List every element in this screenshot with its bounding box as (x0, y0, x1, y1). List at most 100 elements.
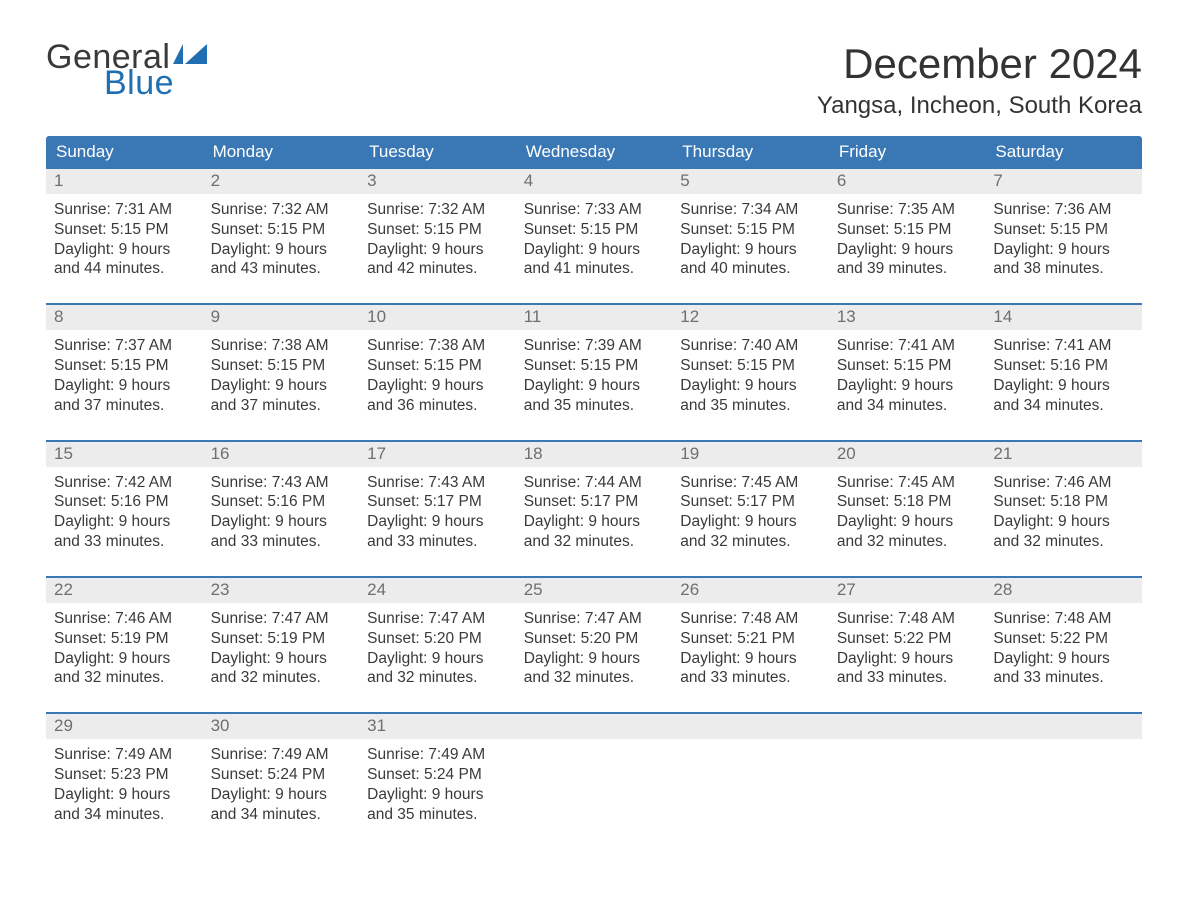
day-number: 1 (46, 169, 203, 194)
sunset-line: Sunset: 5:19 PM (54, 629, 195, 649)
sunset-line: Sunset: 5:20 PM (524, 629, 665, 649)
day-cell: Sunrise: 7:49 AMSunset: 5:23 PMDaylight:… (46, 739, 203, 830)
daylight-line: Daylight: 9 hours and 39 minutes. (837, 240, 978, 280)
day-cell: Sunrise: 7:46 AMSunset: 5:18 PMDaylight:… (985, 467, 1142, 558)
daylight-line: Daylight: 9 hours and 32 minutes. (837, 512, 978, 552)
daylight-line: Daylight: 9 hours and 34 minutes. (837, 376, 978, 416)
sunrise-line: Sunrise: 7:34 AM (680, 200, 821, 220)
day-cell (829, 739, 986, 830)
location-subtitle: Yangsa, Incheon, South Korea (817, 92, 1142, 120)
sunset-line: Sunset: 5:15 PM (367, 356, 508, 376)
daylight-line: Daylight: 9 hours and 34 minutes. (993, 376, 1134, 416)
week-row: 293031Sunrise: 7:49 AMSunset: 5:23 PMDay… (46, 712, 1142, 830)
day-number-row: 891011121314 (46, 305, 1142, 330)
day-number-row: 15161718192021 (46, 442, 1142, 467)
day-cell: Sunrise: 7:38 AMSunset: 5:15 PMDaylight:… (203, 330, 360, 421)
day-number: 20 (829, 442, 986, 467)
sunrise-line: Sunrise: 7:32 AM (367, 200, 508, 220)
daylight-line: Daylight: 9 hours and 38 minutes. (993, 240, 1134, 280)
sunrise-line: Sunrise: 7:40 AM (680, 336, 821, 356)
sunrise-line: Sunrise: 7:43 AM (211, 473, 352, 493)
sunset-line: Sunset: 5:15 PM (993, 220, 1134, 240)
sunrise-line: Sunrise: 7:37 AM (54, 336, 195, 356)
daylight-line: Daylight: 9 hours and 32 minutes. (680, 512, 821, 552)
sunrise-line: Sunrise: 7:31 AM (54, 200, 195, 220)
daylight-line: Daylight: 9 hours and 33 minutes. (993, 649, 1134, 689)
day-cell (516, 739, 673, 830)
day-number: 17 (359, 442, 516, 467)
sunrise-line: Sunrise: 7:38 AM (367, 336, 508, 356)
sunrise-line: Sunrise: 7:33 AM (524, 200, 665, 220)
day-number: 8 (46, 305, 203, 330)
daylight-line: Daylight: 9 hours and 42 minutes. (367, 240, 508, 280)
flag-icon (173, 44, 207, 68)
week-row: 22232425262728Sunrise: 7:46 AMSunset: 5:… (46, 576, 1142, 694)
day-cell: Sunrise: 7:49 AMSunset: 5:24 PMDaylight:… (359, 739, 516, 830)
sunrise-line: Sunrise: 7:47 AM (367, 609, 508, 629)
daylight-line: Daylight: 9 hours and 34 minutes. (211, 785, 352, 825)
daylight-line: Daylight: 9 hours and 44 minutes. (54, 240, 195, 280)
brand-word-2: Blue (104, 66, 207, 100)
day-cell: Sunrise: 7:48 AMSunset: 5:21 PMDaylight:… (672, 603, 829, 694)
daylight-line: Daylight: 9 hours and 36 minutes. (367, 376, 508, 416)
day-cell: Sunrise: 7:33 AMSunset: 5:15 PMDaylight:… (516, 194, 673, 285)
daylight-line: Daylight: 9 hours and 35 minutes. (367, 785, 508, 825)
daylight-line: Daylight: 9 hours and 32 minutes. (367, 649, 508, 689)
weekday-header: Sunday (46, 136, 203, 169)
sunset-line: Sunset: 5:16 PM (993, 356, 1134, 376)
weekday-header: Thursday (672, 136, 829, 169)
sunset-line: Sunset: 5:23 PM (54, 765, 195, 785)
day-number: 24 (359, 578, 516, 603)
day-number: 15 (46, 442, 203, 467)
day-number: 28 (985, 578, 1142, 603)
sunset-line: Sunset: 5:20 PM (367, 629, 508, 649)
brand-logo: General Blue (46, 40, 207, 100)
daylight-line: Daylight: 9 hours and 37 minutes. (211, 376, 352, 416)
daylight-line: Daylight: 9 hours and 33 minutes. (367, 512, 508, 552)
sunrise-line: Sunrise: 7:47 AM (524, 609, 665, 629)
day-number: 26 (672, 578, 829, 603)
weekday-header: Monday (203, 136, 360, 169)
daylight-line: Daylight: 9 hours and 35 minutes. (680, 376, 821, 416)
page-header: General Blue December 2024 Yangsa, Inche… (46, 40, 1142, 130)
day-cell: Sunrise: 7:39 AMSunset: 5:15 PMDaylight:… (516, 330, 673, 421)
sunrise-line: Sunrise: 7:35 AM (837, 200, 978, 220)
day-cell: Sunrise: 7:38 AMSunset: 5:15 PMDaylight:… (359, 330, 516, 421)
day-cell: Sunrise: 7:41 AMSunset: 5:16 PMDaylight:… (985, 330, 1142, 421)
daylight-line: Daylight: 9 hours and 37 minutes. (54, 376, 195, 416)
day-number: 22 (46, 578, 203, 603)
sunset-line: Sunset: 5:22 PM (993, 629, 1134, 649)
sunrise-line: Sunrise: 7:48 AM (993, 609, 1134, 629)
day-cell (672, 739, 829, 830)
day-number: 6 (829, 169, 986, 194)
sunset-line: Sunset: 5:15 PM (367, 220, 508, 240)
calendar: SundayMondayTuesdayWednesdayThursdayFrid… (46, 136, 1142, 831)
day-cell: Sunrise: 7:41 AMSunset: 5:15 PMDaylight:… (829, 330, 986, 421)
day-cell: Sunrise: 7:34 AMSunset: 5:15 PMDaylight:… (672, 194, 829, 285)
day-number: 4 (516, 169, 673, 194)
day-number: 19 (672, 442, 829, 467)
day-cell: Sunrise: 7:47 AMSunset: 5:20 PMDaylight:… (516, 603, 673, 694)
daylight-line: Daylight: 9 hours and 32 minutes. (524, 512, 665, 552)
day-number (672, 714, 829, 739)
daylight-line: Daylight: 9 hours and 41 minutes. (524, 240, 665, 280)
week-row: 15161718192021Sunrise: 7:42 AMSunset: 5:… (46, 440, 1142, 558)
day-number: 2 (203, 169, 360, 194)
day-cell: Sunrise: 7:47 AMSunset: 5:20 PMDaylight:… (359, 603, 516, 694)
sunset-line: Sunset: 5:22 PM (837, 629, 978, 649)
daylight-line: Daylight: 9 hours and 32 minutes. (993, 512, 1134, 552)
sunrise-line: Sunrise: 7:48 AM (837, 609, 978, 629)
day-number: 16 (203, 442, 360, 467)
month-title: December 2024 (817, 40, 1142, 88)
sunrise-line: Sunrise: 7:48 AM (680, 609, 821, 629)
weekday-header: Tuesday (359, 136, 516, 169)
day-number: 29 (46, 714, 203, 739)
week-row: 891011121314 Sunrise: 7:37 AM Sunset: 5:15… (46, 303, 1142, 421)
day-cell: Sunrise: 7:40 AMSunset: 5:15 PMDaylight:… (672, 330, 829, 421)
sunrise-line: Sunrise: 7:39 AM (524, 336, 665, 356)
weeks-container: 1234567Sunrise: 7:31 AMSunset: 5:15 PMDa… (46, 169, 1142, 831)
day-number: 9 (203, 305, 360, 330)
sunset-line: Sunset: 5:16 PM (54, 492, 195, 512)
sunset-line: Sunset: 5:15 PM (837, 356, 978, 376)
sunset-line: Sunset: 5:24 PM (211, 765, 352, 785)
